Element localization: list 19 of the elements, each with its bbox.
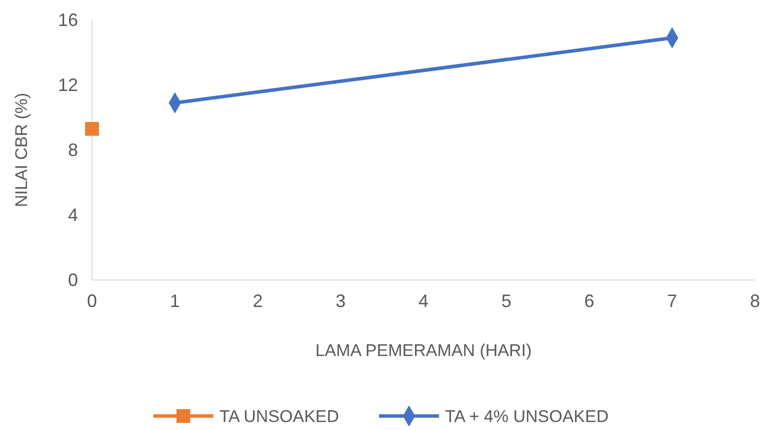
- x-tick-label: 0: [86, 290, 98, 311]
- x-tick-label: 4: [418, 290, 429, 311]
- y-tick-label: 8: [68, 140, 78, 160]
- legend-label: TA UNSOAKED: [219, 406, 340, 426]
- x-tick-label: 8: [750, 290, 760, 311]
- y-tick-label: 4: [68, 204, 78, 225]
- y-tick-label: 0: [68, 270, 78, 290]
- legend-label: TA + 4% UNSOAKED: [445, 406, 609, 426]
- x-tick-label: 2: [252, 290, 263, 311]
- x-tick-label: 5: [501, 290, 512, 311]
- y-axis-title: NILAI CBR (%): [12, 92, 31, 208]
- point: [85, 122, 99, 136]
- y-tick-label: 12: [58, 74, 78, 95]
- y-tick-label: 16: [58, 10, 78, 30]
- x-tick-label: 7: [667, 290, 678, 311]
- x-tick-label: 3: [336, 290, 346, 311]
- x-axis-title: LAMA PEMERAMAN (HARI): [315, 341, 532, 360]
- x-tick-label: 6: [584, 290, 594, 311]
- x-tick-label: 1: [170, 290, 180, 311]
